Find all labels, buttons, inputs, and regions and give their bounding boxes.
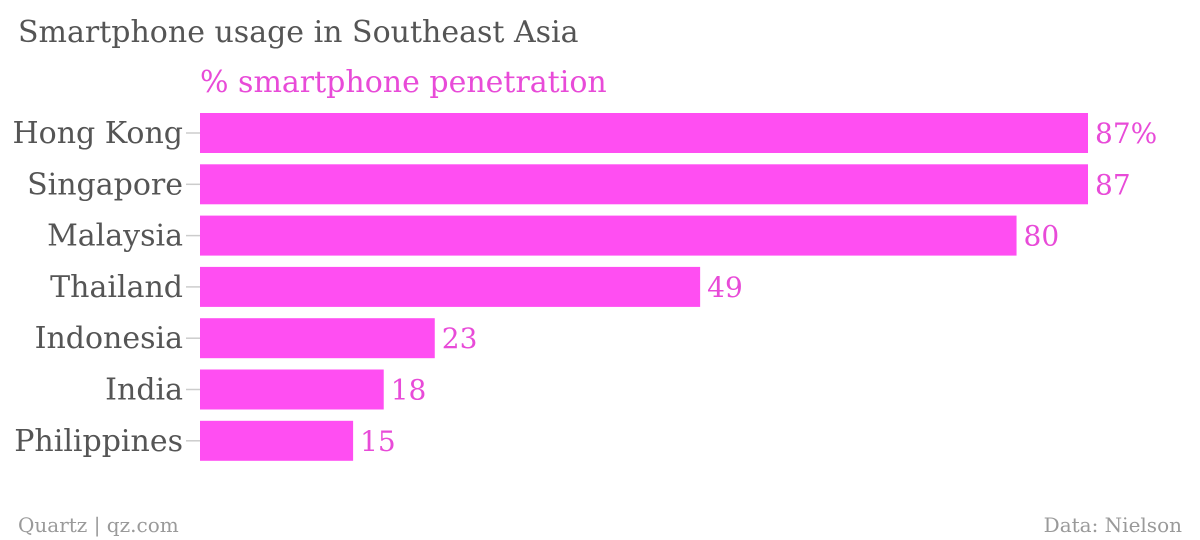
bars-layer: Hong Kong 87% Singapore 87 Malaysia 80 Thailan…	[13, 113, 1157, 461]
value-label: 23	[442, 322, 478, 355]
value-label: 87	[1095, 168, 1131, 201]
bar	[200, 113, 1088, 153]
category-label: Malaysia	[47, 219, 183, 254]
bar	[200, 215, 1017, 256]
bar	[200, 369, 384, 410]
bar	[200, 318, 435, 359]
value-label: 18	[391, 374, 427, 407]
category-label: Philippines	[14, 424, 183, 459]
footer-source: Data: Nielson	[1044, 513, 1182, 537]
category-label: Hong Kong	[13, 116, 183, 151]
chart-title: Smartphone usage in Southeast Asia	[18, 15, 579, 50]
category-label: Singapore	[27, 167, 183, 202]
series-label: % smartphone penetration	[200, 65, 607, 100]
bar	[200, 266, 701, 307]
category-label: Indonesia	[35, 321, 184, 356]
footer-credit: Quartz | qz.com	[18, 513, 179, 538]
category-label: Thailand	[50, 270, 183, 305]
bar	[200, 420, 354, 461]
value-label: 87%	[1095, 117, 1157, 150]
value-label: 15	[360, 425, 396, 458]
value-label: 49	[707, 271, 743, 304]
category-label: India	[105, 373, 183, 408]
bar	[200, 164, 1088, 205]
value-label: 80	[1024, 220, 1060, 253]
